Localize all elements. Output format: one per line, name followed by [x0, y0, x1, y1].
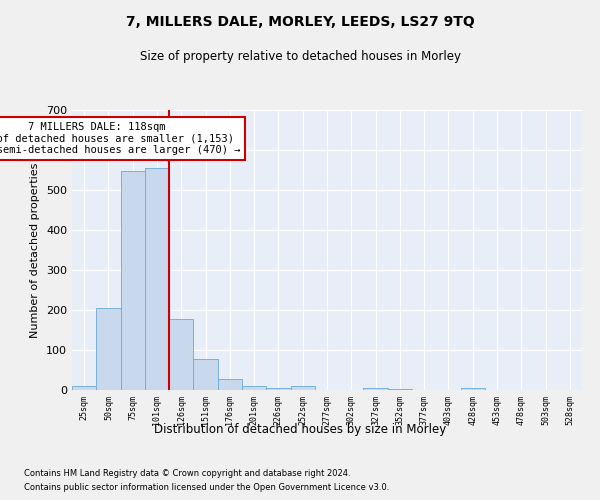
- Bar: [266, 388, 290, 390]
- Bar: [193, 359, 218, 390]
- Bar: [218, 379, 242, 390]
- Text: 7 MILLERS DALE: 118sqm
← 70% of detached houses are smaller (1,153)
29% of semi-: 7 MILLERS DALE: 118sqm ← 70% of detached…: [0, 122, 240, 155]
- Y-axis label: Number of detached properties: Number of detached properties: [31, 162, 40, 338]
- Bar: [364, 388, 388, 390]
- Bar: [145, 168, 169, 390]
- Text: 7, MILLERS DALE, MORLEY, LEEDS, LS27 9TQ: 7, MILLERS DALE, MORLEY, LEEDS, LS27 9TQ: [125, 15, 475, 29]
- Bar: [169, 319, 193, 390]
- Bar: [121, 171, 145, 390]
- Bar: [72, 386, 96, 390]
- Bar: [96, 308, 121, 390]
- Bar: [388, 389, 412, 390]
- Bar: [290, 386, 315, 390]
- Bar: [461, 388, 485, 390]
- Text: Contains HM Land Registry data © Crown copyright and database right 2024.: Contains HM Land Registry data © Crown c…: [24, 468, 350, 477]
- Text: Contains public sector information licensed under the Open Government Licence v3: Contains public sector information licen…: [24, 484, 389, 492]
- Text: Size of property relative to detached houses in Morley: Size of property relative to detached ho…: [139, 50, 461, 63]
- Bar: [242, 386, 266, 390]
- Text: Distribution of detached houses by size in Morley: Distribution of detached houses by size …: [154, 422, 446, 436]
